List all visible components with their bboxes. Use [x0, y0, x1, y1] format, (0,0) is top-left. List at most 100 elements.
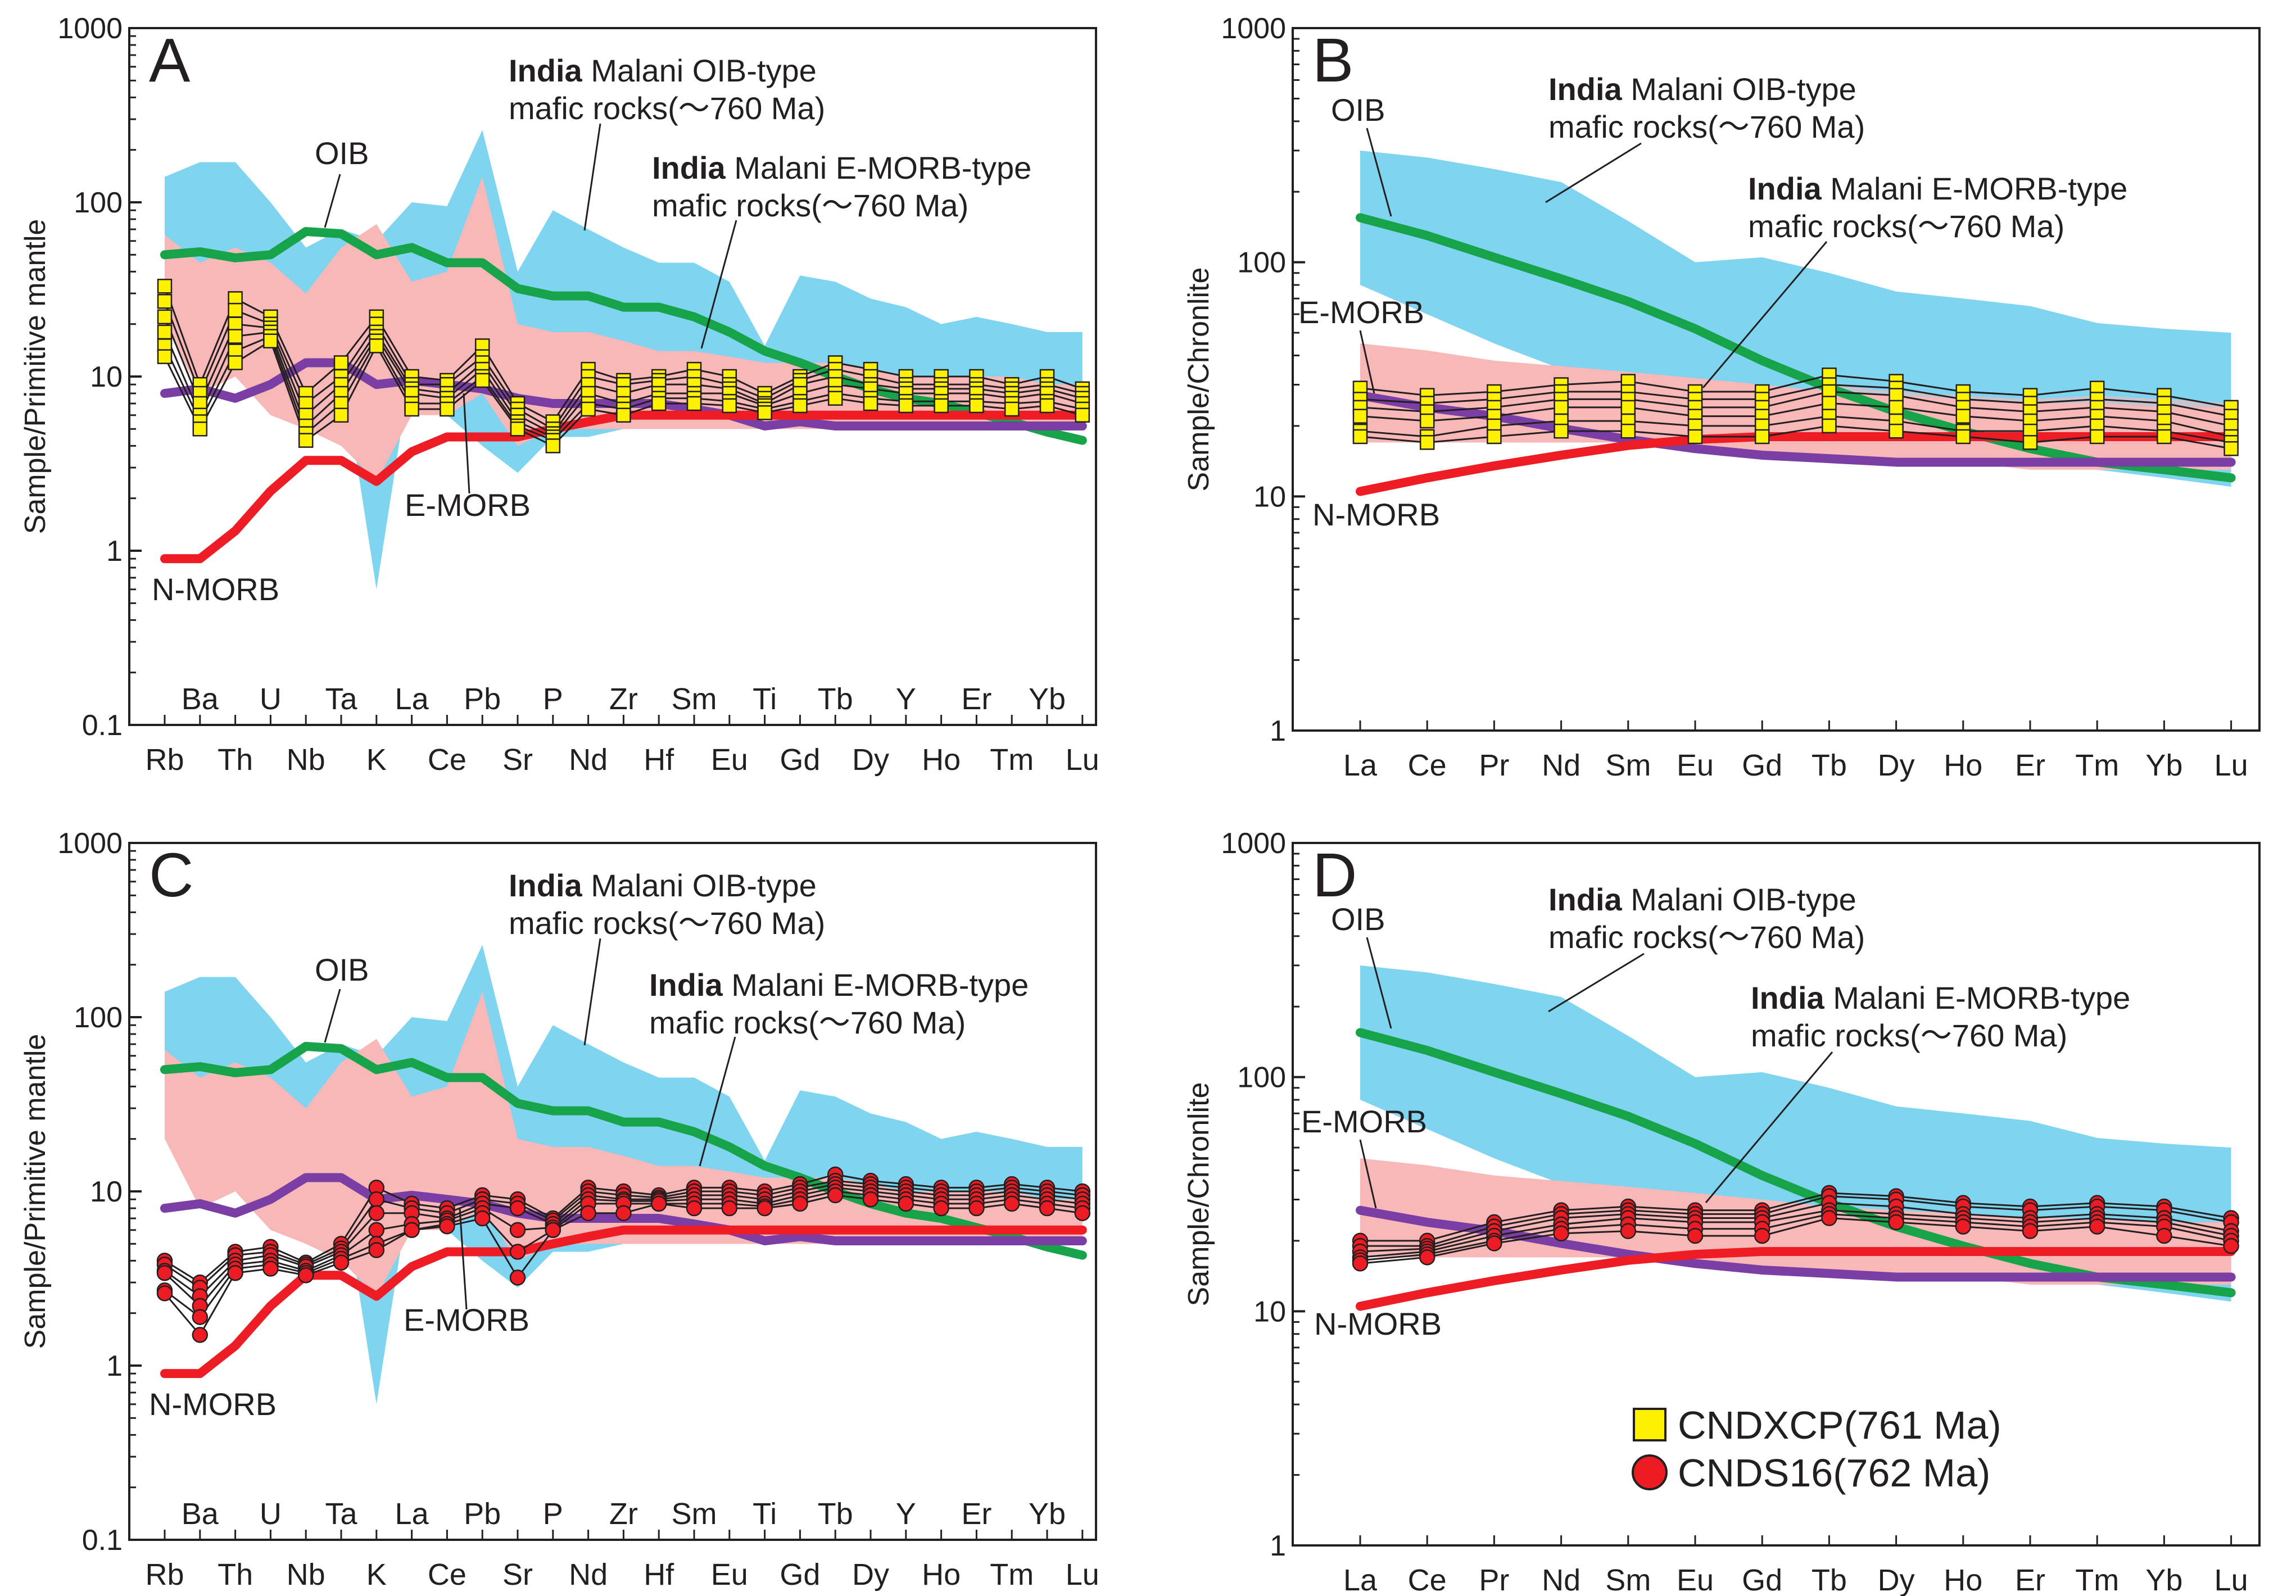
- sample-point: [934, 398, 949, 414]
- sample-point: [1554, 400, 1569, 415]
- x-tick-label: Tb: [1812, 749, 1847, 782]
- x-tick-label: Th: [218, 1558, 253, 1592]
- x-tick-label-inner: Ba: [182, 682, 219, 716]
- y-tick-label: 10: [1253, 480, 1286, 513]
- sample-point: [2156, 1227, 2172, 1244]
- annotation-leader-line: [324, 989, 341, 1043]
- annotation-rest: mafic rocks(～760 Ma): [1751, 1018, 2067, 1053]
- x-tick-label: Nb: [287, 1558, 325, 1592]
- sample-point: [722, 398, 737, 414]
- annotation-label: India Malani OIB-type: [509, 868, 817, 903]
- annotation-rest: mafic rocks(～760 Ma): [509, 905, 825, 941]
- sample-point: [1955, 429, 1971, 445]
- annotation-label: N-MORB: [152, 572, 279, 607]
- x-tick-label: Tm: [2075, 749, 2119, 782]
- sample-point: [1419, 1249, 1435, 1266]
- y-tick-label: 1000: [57, 12, 123, 45]
- sample-point: [1352, 409, 1368, 424]
- annotation-leader-line: [1366, 937, 1392, 1029]
- sample-group: [157, 279, 1090, 454]
- sample-point: [862, 1191, 879, 1208]
- sample-point: [2157, 429, 2172, 445]
- annotation-rest: OIB: [315, 952, 369, 987]
- x-tick-label: Rb: [145, 743, 184, 777]
- sample-point: [2089, 1218, 2105, 1235]
- sample-point: [1554, 423, 1569, 439]
- nmorb-reference-line: [1356, 432, 2236, 496]
- sample-point: [898, 398, 914, 414]
- legend-circle-marker: [1632, 1454, 1668, 1490]
- sample-line: [1360, 384, 2231, 418]
- sample-line: [1360, 374, 2231, 409]
- sample-point: [1039, 1200, 1056, 1217]
- annotation-label: India Malani OIB-type: [509, 53, 817, 88]
- y-tick-label: 10: [90, 1176, 123, 1208]
- sample-point: [615, 1205, 632, 1221]
- sample-group: [1352, 368, 2239, 456]
- legend-label: CNDS16(762 Ma): [1678, 1451, 1990, 1495]
- annotation-label: India Malani E-MORB-type: [649, 967, 1029, 1003]
- x-tick-label: Eu: [711, 1558, 748, 1592]
- x-tick-label: Lu: [1066, 743, 1099, 777]
- annotation-label: OIB: [315, 952, 369, 987]
- sample-point: [1955, 409, 1971, 424]
- x-tick-label: Sm: [1605, 749, 1651, 782]
- x-tick-label: Nd: [1542, 749, 1581, 782]
- sample-point: [721, 1200, 738, 1217]
- sample-point: [1003, 1195, 1020, 1212]
- sample-point: [545, 1222, 561, 1239]
- annotation-label: E-MORB: [1298, 294, 1424, 330]
- x-tick-label-inner: Y: [896, 1497, 916, 1531]
- sample-point: [1620, 423, 1636, 439]
- sample-point: [262, 1261, 279, 1277]
- x-tick-label-inner: Pb: [464, 1497, 501, 1531]
- annotation-label: OIB: [1331, 92, 1385, 128]
- sample-point: [157, 324, 173, 340]
- x-tick-label-inner: Ta: [325, 1497, 357, 1531]
- sample-point: [1889, 400, 1904, 415]
- panel-d: 1 10 100 1000 La Ce Pr Nd Sm Eu Gd Tb Dy Ho Er Tm Yb Lu Sa…: [1183, 827, 2261, 1596]
- x-tick-label: Gd: [1742, 1563, 1782, 1596]
- sample-point: [298, 433, 314, 448]
- sample-point: [1687, 1227, 1704, 1244]
- x-tick-label: Ce: [1408, 1563, 1447, 1596]
- panel-letter: C: [149, 841, 193, 910]
- annotation-label: India Malani E-MORB-type: [1748, 171, 2127, 206]
- sample-line: [1360, 415, 2231, 443]
- sample-point: [1821, 1210, 1837, 1226]
- x-tick-label: Tm: [2075, 1563, 2119, 1596]
- panel-c: 0.1 1 10 100 1000 Rb Th Nb K Ce Sr Nd Hf Eu Gd Dy Ho Tm Lu…: [19, 827, 1099, 1592]
- panel-a: 0.1 1 10 100 1000 Rb Th Nb K Ce Sr Nd Hf Eu Gd Dy Ho Tm Lu…: [19, 12, 1099, 777]
- annotation-leader-line: [1359, 1139, 1377, 1209]
- sample-point: [227, 1264, 243, 1281]
- sample-point: [510, 421, 526, 437]
- emorb-reference-line: [1356, 391, 2236, 467]
- sample-line: [1360, 1217, 2231, 1264]
- sample-point: [192, 1327, 209, 1343]
- annotation-label: India Malani OIB-type: [1548, 882, 1856, 917]
- legend-square-marker: [1633, 1408, 1666, 1441]
- sample-point: [263, 333, 278, 348]
- annotation-leader-line: [463, 393, 470, 494]
- y-tick-label: 1000: [57, 827, 123, 860]
- sample-point: [1419, 413, 1435, 429]
- annotation-rest: N-MORB: [1312, 497, 1440, 532]
- annotation-leader-line: [699, 1036, 736, 1167]
- sample-point: [369, 338, 384, 353]
- sample-point: [686, 396, 702, 411]
- sample-point: [1888, 1214, 1904, 1231]
- sample-group: [156, 1166, 1091, 1343]
- sample-point: [2022, 435, 2038, 450]
- x-tick-label-inner: Er: [961, 682, 991, 716]
- sample-point: [368, 1205, 385, 1221]
- x-tick-label: Sm: [1605, 1563, 1651, 1596]
- annotation-rest: N-MORB: [149, 1386, 277, 1422]
- x-tick-label: Ho: [922, 743, 961, 777]
- sample-point: [1955, 1218, 1972, 1235]
- sample-point: [827, 1187, 844, 1204]
- annotation-label: mafic rocks(～760 Ma): [1748, 208, 2064, 244]
- x-tick-label: Eu: [1677, 749, 1714, 782]
- y-tick-label: 0.1: [82, 709, 123, 742]
- sample-point: [228, 355, 243, 370]
- y-tick-label: 10: [90, 361, 123, 393]
